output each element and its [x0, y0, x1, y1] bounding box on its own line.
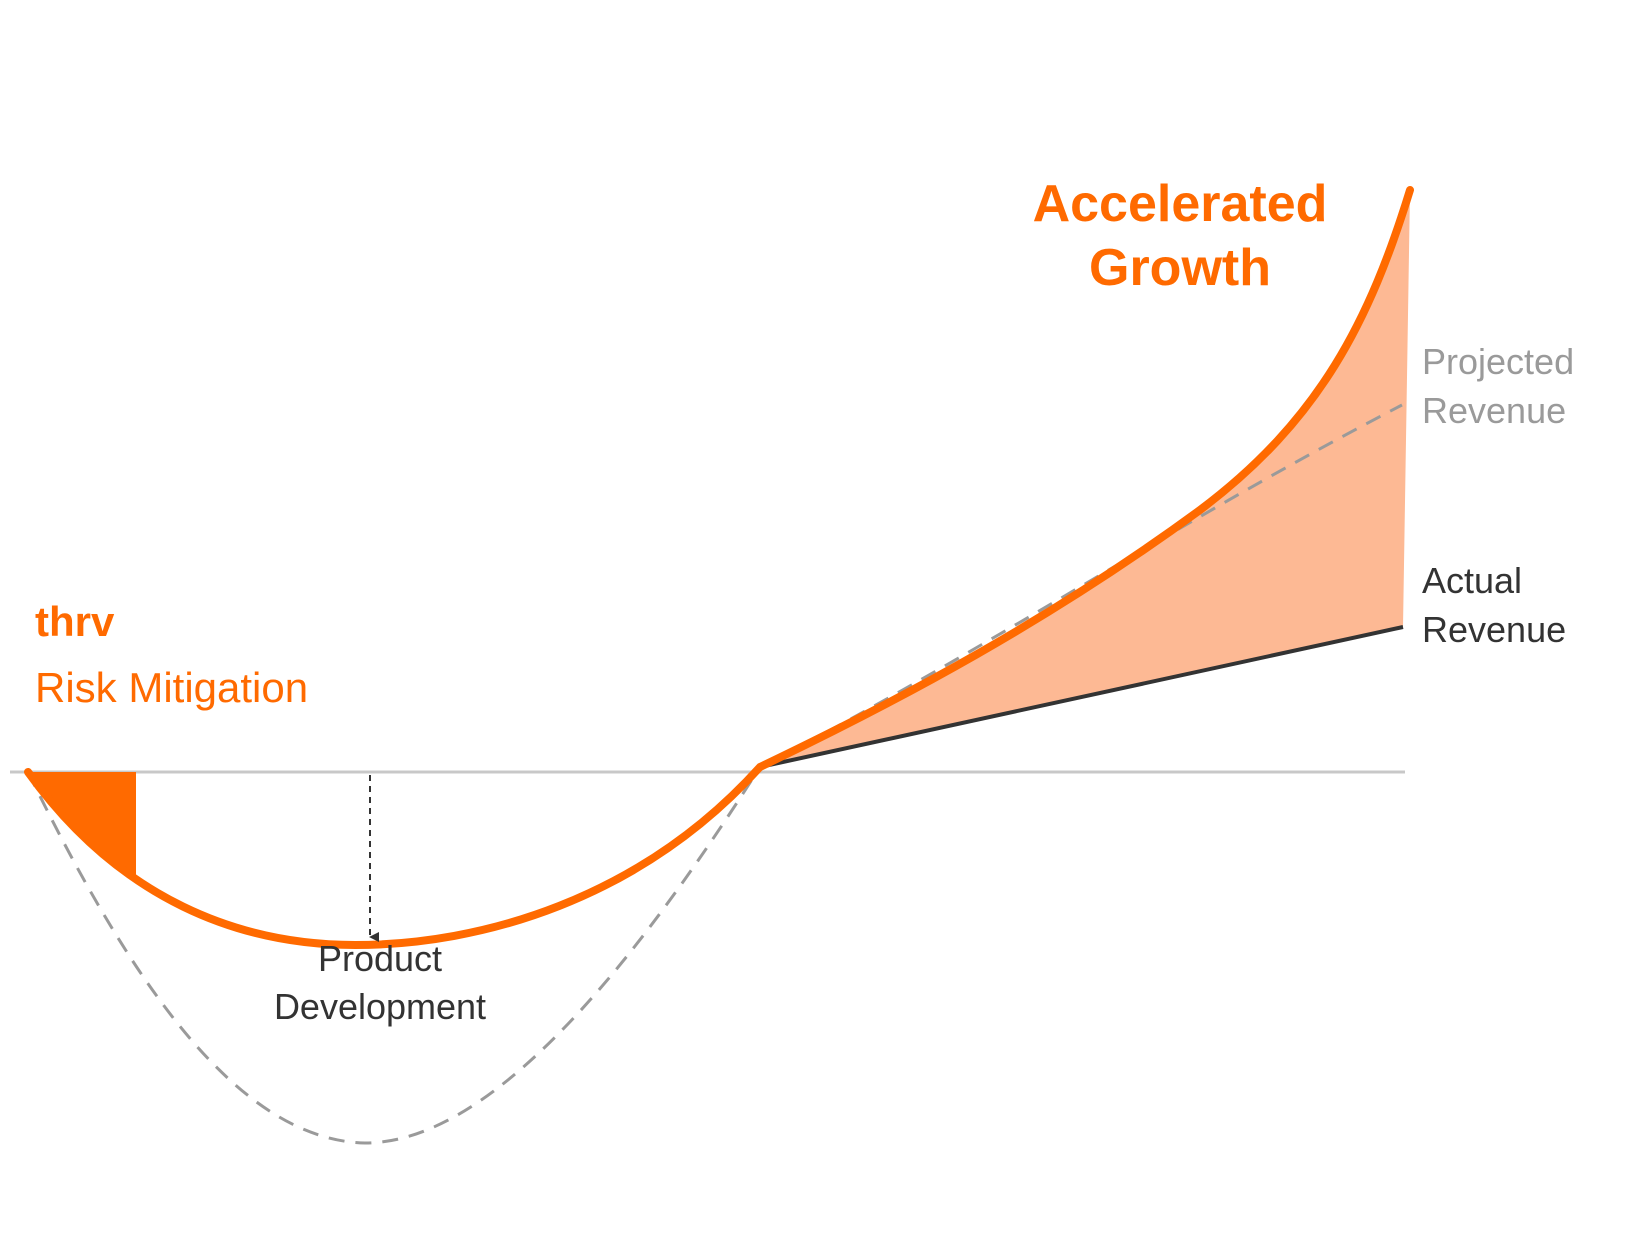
- projected-revenue-curve: [26, 403, 1403, 1145]
- accelerated-growth-label: Accelerated Growth: [1000, 172, 1360, 300]
- risk-mitigation-wedge: [28, 772, 136, 880]
- actual-revenue-label: Actual Revenue: [1422, 556, 1566, 654]
- actual-revenue-label-line1: Actual: [1422, 560, 1523, 601]
- product-development-label: Product Development: [250, 935, 510, 1031]
- projected-revenue-label-line2: Revenue: [1422, 390, 1567, 431]
- accelerated-growth-label-line1: Accelerated: [1032, 175, 1328, 233]
- projected-revenue-label-line1: Projected: [1422, 341, 1575, 382]
- accelerated-growth-area: [760, 190, 1410, 767]
- actual-revenue-label-line2: Revenue: [1422, 609, 1567, 650]
- risk-mitigation-label: Risk Mitigation: [35, 664, 309, 711]
- brand-name: thrv: [35, 598, 115, 645]
- accelerated-growth-curve: [24, 186, 1414, 949]
- projected-revenue-label: Projected Revenue: [1422, 337, 1574, 435]
- accelerated-growth-label-line2: Growth: [1089, 239, 1271, 297]
- product-development-label-line1: Product: [317, 938, 443, 979]
- product-development-label-line2: Development: [273, 986, 487, 1027]
- actual-revenue-line: [759, 625, 1404, 769]
